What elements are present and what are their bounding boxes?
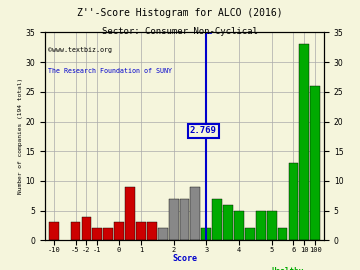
Bar [310,86,320,240]
Bar [147,222,157,240]
Bar [267,211,276,240]
Text: 2.769: 2.769 [190,126,217,135]
Bar [169,199,179,240]
Bar [114,222,124,240]
Bar [212,199,222,240]
Y-axis label: Number of companies (194 total): Number of companies (194 total) [18,78,23,194]
Text: Healthy: Healthy [271,266,304,270]
X-axis label: Score: Score [172,254,197,263]
Bar [180,199,189,240]
Bar [289,163,298,240]
Bar [125,187,135,240]
Bar [81,217,91,240]
Bar [103,228,113,240]
Bar [93,228,102,240]
Bar [190,187,200,240]
Bar [245,228,255,240]
Bar [223,205,233,240]
Bar [201,228,211,240]
Text: Z''-Score Histogram for ALCO (2016): Z''-Score Histogram for ALCO (2016) [77,8,283,18]
Bar [256,211,266,240]
Bar [278,228,288,240]
Bar [300,44,309,240]
Text: Sector: Consumer Non-Cyclical: Sector: Consumer Non-Cyclical [102,27,258,36]
Text: ©www.textbiz.org: ©www.textbiz.org [48,47,112,53]
Bar [71,222,80,240]
Bar [234,211,244,240]
Text: The Research Foundation of SUNY: The Research Foundation of SUNY [48,68,172,74]
Bar [136,222,146,240]
Bar [158,228,168,240]
Bar [49,222,59,240]
